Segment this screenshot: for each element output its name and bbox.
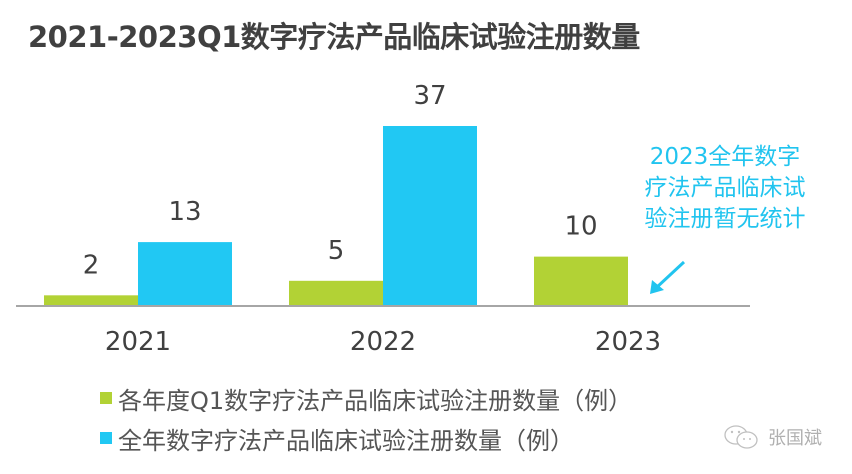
- chart-title: 2021-2023Q1数字疗法产品临床试验注册数量: [28, 20, 640, 54]
- bar-2021-series-0: [44, 295, 138, 305]
- data-label-2022-series-0: 5: [328, 236, 345, 266]
- data-label-2021-series-0: 2: [83, 250, 100, 280]
- legend-swatch-blue: [100, 432, 112, 444]
- legend-swatch-green: [100, 392, 112, 404]
- annotation-line: 疗法产品临床试: [644, 175, 806, 201]
- legend-item-q1: 各年度Q1数字疗法产品临床试验注册数量（例）: [100, 378, 632, 418]
- x-tick-label: 2023: [595, 327, 661, 357]
- annotation-line: 验注册暂无统计: [644, 206, 806, 232]
- data-label-2022-series-1: 37: [413, 81, 446, 111]
- wechat-icon: [724, 425, 758, 449]
- x-tick-label: 2021: [105, 327, 171, 357]
- legend-label: 各年度Q1数字疗法产品临床试验注册数量（例）: [118, 386, 633, 415]
- bars-group: [44, 126, 628, 305]
- arrow-icon: [650, 260, 686, 294]
- data-label-2021-series-1: 13: [168, 197, 201, 227]
- legend: 各年度Q1数字疗法产品临床试验注册数量（例） 全年数字疗法产品临床试验注册数量（…: [100, 378, 632, 458]
- watermark-text: 张国斌: [768, 428, 822, 449]
- x-tick-label: 2022: [350, 327, 416, 357]
- annotation-note: 2023全年数字 疗法产品临床试 验注册暂无统计: [620, 142, 830, 235]
- legend-label: 全年数字疗法产品临床试验注册数量（例）: [118, 426, 574, 455]
- value-labels-group: 2 13 5 37 10: [83, 81, 598, 280]
- x-tick-labels-group: 2021 2022 2023: [105, 327, 661, 357]
- legend-item-full-year: 全年数字疗法产品临床试验注册数量（例）: [100, 418, 632, 458]
- bar-2022-series-0: [289, 280, 383, 305]
- annotation-line: 2023全年数字: [649, 144, 801, 170]
- bar-2023-series-0: [534, 256, 628, 305]
- watermark: 张国斌: [722, 424, 822, 450]
- bar-2021-series-1: [138, 242, 232, 305]
- bar-2022-series-1: [383, 126, 477, 305]
- data-label-2023-series-0: 10: [564, 212, 597, 242]
